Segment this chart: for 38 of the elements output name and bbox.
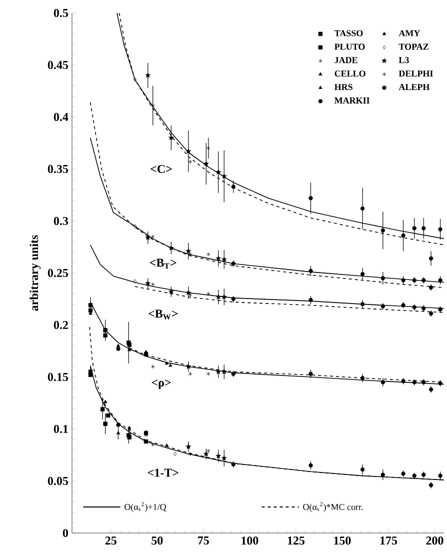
legend-label: O(α$_{s}$$^{2}$)*MC corr. [303,502,363,512]
legend-label: HRS [334,84,352,90]
legend-label: AMY [398,30,420,36]
legend-label: JADE [334,57,358,64]
annotation: <B$_{W}$> [148,310,178,320]
y-tick-label: 0.2 [54,320,68,330]
legend-label: DELPHI [398,70,433,77]
annotation: <ρ> [152,380,171,390]
annotation: <1-T> [148,468,178,477]
legend-label: O(α$_{s}$$^{2}$)+1/Q [124,502,166,512]
legend-label: L3 [398,57,409,64]
y-axis-title: arbitrary units [30,235,41,311]
legend-label: TASSO [334,30,363,36]
y-tick-label: 0.3 [54,216,68,226]
x-tick-label: 25 [105,536,116,545]
x-tick-label: 100 [242,536,258,545]
y-tick-label: 0.35 [48,164,68,174]
x-tick-label: 50 [152,536,163,545]
x-tick-label: 75 [198,536,209,544]
legend-label: ALEPH [398,84,430,90]
annotation: <C> [150,164,172,174]
annotation: <B$_{T}$> [150,258,176,268]
x-tick-label: 150 [334,536,351,545]
legend-label: TOPAZ [398,44,428,50]
x-tick-label: 125 [288,536,304,545]
y-tick-label: 0.05 [48,476,68,486]
x-tick-label: 175 [380,536,397,545]
legend-label: CELLO [334,70,366,77]
y-tick-label: 0.5 [54,8,68,18]
legend-label: PLUTO [334,44,365,50]
y-tick-label: 0.1 [54,424,68,434]
y-tick-label: 0.4 [54,112,68,122]
y-tick-label: 0.25 [48,268,68,278]
x-tick-label: 200 [426,536,444,545]
legend-label: MARKII [334,97,370,104]
y-tick-label: 0 [62,528,68,538]
y-tick-label: 0.45 [48,60,68,70]
y-tick-label: 0.15 [48,372,68,382]
